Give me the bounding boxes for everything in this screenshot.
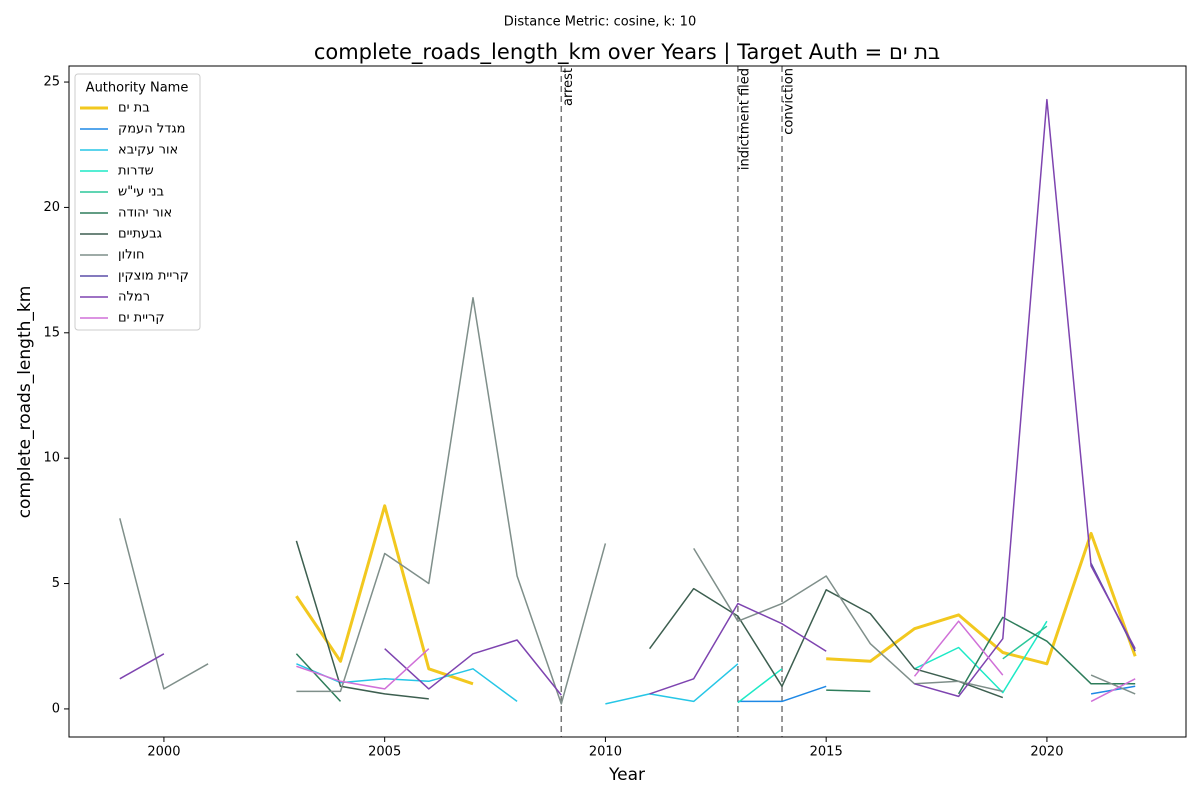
series-line (119, 296, 1136, 705)
legend-label: גבעתיים (118, 227, 162, 242)
series-line (296, 663, 739, 705)
y-tick-label: 0 (52, 701, 60, 716)
x-tick-label: 2005 (368, 745, 401, 760)
series-line (296, 620, 1136, 703)
plot-area: arrest indictment filed conviction (119, 66, 1137, 737)
chart-title: complete_roads_length_km over Years | Ta… (314, 40, 940, 65)
event-label: arrest (561, 68, 576, 106)
legend-label: חולון (118, 248, 145, 263)
legend-title: Authority Name (86, 81, 189, 96)
y-tick-label: 5 (52, 576, 60, 591)
legend-box (74, 73, 201, 331)
x-tick-label: 2020 (1030, 745, 1063, 760)
series-line (295, 504, 1137, 686)
axes-frame (68, 65, 1187, 738)
series-line (295, 540, 1004, 700)
y-tick-label: 25 (43, 75, 60, 90)
x-tick-label: 2000 (147, 745, 180, 760)
event-label: indictment filed (737, 68, 752, 170)
legend-label: קריית מוצקין (118, 269, 189, 284)
x-tick-label: 2010 (589, 745, 622, 760)
legend-label: רמלה (118, 290, 150, 305)
chart-subtitle: Distance Metric: cosine, k: 10 (504, 15, 696, 30)
y-tick-label: 10 (43, 451, 60, 466)
series-line (119, 98, 1136, 698)
legend-label: קריית ים (118, 311, 165, 326)
series-line (737, 685, 1136, 703)
y-tick-label: 20 (43, 200, 60, 215)
y-axis-label: complete_roads_length_km (15, 286, 35, 519)
legend: Authority Name בת ים מגדל העמק אור עקיבא שד… (74, 73, 201, 331)
series-line (295, 616, 1136, 702)
x-tick-label: 2015 (810, 745, 843, 760)
legend-label: אור עקיבא (118, 143, 178, 158)
legend-label: בת ים (118, 101, 150, 116)
legend-label: שדרות (118, 164, 154, 179)
x-axis-label: Year (608, 765, 645, 785)
y-tick-label: 15 (43, 325, 60, 340)
legend-label: בני עי"ש (118, 185, 164, 200)
legend-label: אור יהודה (118, 206, 172, 221)
event-label: conviction (782, 68, 797, 135)
legend-label: מגדל העמק (118, 122, 186, 137)
series-line (1002, 625, 1048, 660)
